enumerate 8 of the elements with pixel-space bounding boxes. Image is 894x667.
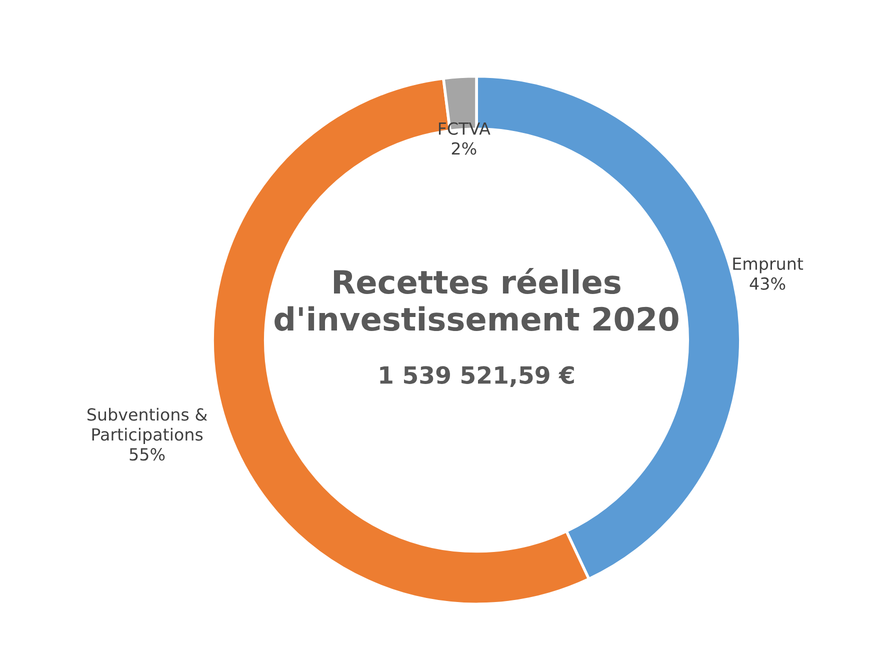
- slice-label: Subventions & Participations: [87, 408, 208, 444]
- text: 1 539 521,59 €: [380, 366, 574, 387]
- slice-label: Emprunt: [733, 258, 804, 274]
- data-label: 55%: [130, 448, 165, 461]
- text: Recettes réelles d'investissement 2020: [274, 268, 678, 331]
- slice-label: FCTVA: [438, 122, 490, 135]
- data-label: 43%: [750, 277, 786, 290]
- data-label: 2%: [452, 142, 476, 155]
